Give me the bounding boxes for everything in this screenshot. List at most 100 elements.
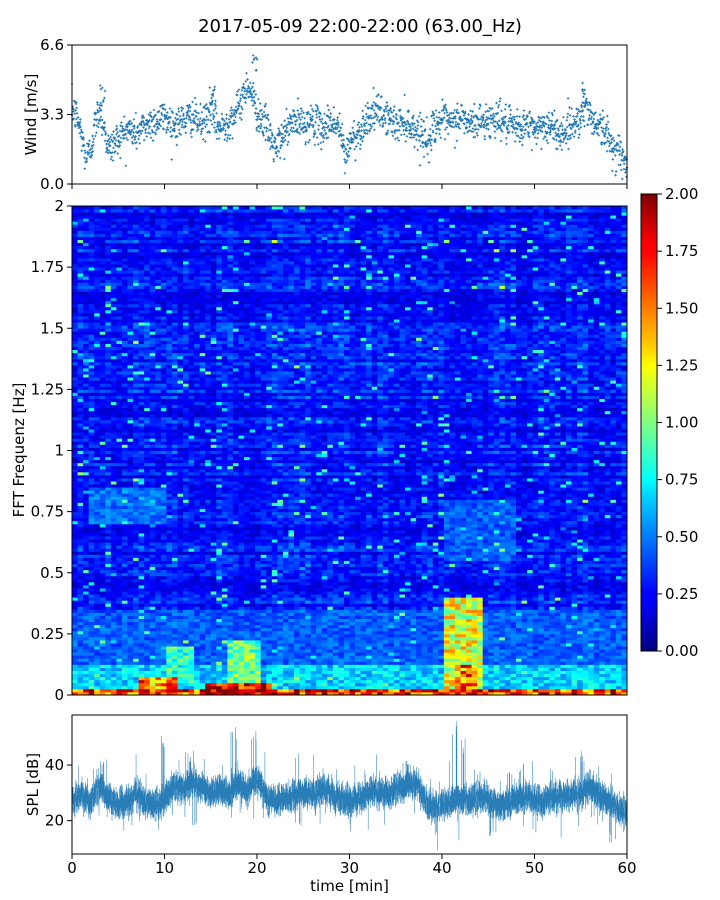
spectrogram-cell <box>77 630 84 635</box>
spectrogram-cell <box>604 676 611 681</box>
spectrogram-cell <box>88 551 95 555</box>
spectrogram-cell <box>571 545 578 549</box>
spectrogram-cell <box>133 572 139 577</box>
spectrogram-cell <box>305 609 312 613</box>
spectrogram-cell <box>121 603 128 607</box>
spectrogram-cell <box>327 612 334 616</box>
spectrogram-cell <box>516 664 522 668</box>
spectrogram-cell <box>294 624 300 629</box>
spectrogram-cell <box>249 661 256 665</box>
spectrogram-cell <box>366 624 373 629</box>
spectrogram-cell <box>332 609 339 613</box>
spectrogram-cell <box>588 578 595 583</box>
spectrogram-cell <box>72 627 78 632</box>
spectrogram-cell <box>343 578 350 583</box>
spectrogram-cell <box>427 542 434 546</box>
spectrogram-cell <box>216 691 223 696</box>
spectrogram-cell <box>94 612 101 616</box>
spectrogram-cell <box>194 563 201 568</box>
spectrogram-cell <box>327 685 334 690</box>
spectrogram-cell <box>133 679 139 684</box>
spectrogram-cell <box>449 649 456 653</box>
spectrogram-cell <box>294 667 300 671</box>
spectrogram-cell <box>427 557 434 561</box>
spectrogram-cell <box>371 542 378 546</box>
spectrogram-cell <box>582 600 589 604</box>
spectrogram-cell <box>171 563 178 568</box>
spectrogram-cell <box>560 584 567 589</box>
spectrogram-cell <box>527 655 534 659</box>
spectrogram-cell <box>216 664 223 668</box>
spectrogram-cell <box>266 652 273 656</box>
spectrogram-cell <box>327 658 334 662</box>
spectrogram-cell <box>271 594 278 598</box>
spectrogram-cell <box>538 578 545 583</box>
spectrogram-cell <box>599 575 606 580</box>
spectrogram-cell <box>238 578 245 583</box>
spectrogram-cell <box>493 658 500 662</box>
spectrogram-cell <box>255 566 262 571</box>
spectrogram-cell <box>554 667 561 671</box>
spectrogram-cell <box>299 655 306 659</box>
spectrogram-cell <box>105 612 112 616</box>
spectrogram-cell <box>393 691 400 696</box>
spectrogram-cell <box>282 545 289 549</box>
spectrogram-cell <box>149 649 156 653</box>
spectrogram-cell <box>160 624 167 629</box>
spectrogram-cell <box>288 624 295 629</box>
spectrogram-cell <box>205 563 212 568</box>
spectrogram-cell <box>282 606 289 610</box>
spectrogram-cell <box>99 569 106 574</box>
spectrogram-cell <box>488 563 495 568</box>
spectrogram-cell <box>271 578 278 583</box>
spectrogram-cell <box>305 542 312 546</box>
spectrogram-cell <box>349 572 356 577</box>
spectrogram-cell <box>110 688 117 693</box>
spectrogram-cell <box>183 649 189 653</box>
spectrogram-cell <box>477 615 484 619</box>
spectrogram-cell <box>227 588 234 592</box>
spectrogram-cell <box>160 566 167 571</box>
spectrogram-cell <box>571 548 578 552</box>
spectrogram-cell <box>427 639 434 644</box>
spectrogram-cell <box>299 633 306 638</box>
spectrogram-cell <box>510 630 517 635</box>
spectrogram-cell <box>349 600 356 604</box>
spectrogram-cell <box>510 581 517 586</box>
spectrogram-cell <box>144 670 151 675</box>
spectrogram-cell <box>210 563 217 568</box>
spectrogram-cell <box>377 609 384 613</box>
spectrogram-cell <box>144 612 151 616</box>
spectrogram-cell <box>599 560 606 564</box>
spectrogram-cell <box>266 639 273 644</box>
spectrogram-cell <box>593 603 600 607</box>
spectrogram-cell <box>183 612 189 616</box>
spectrogram-cell <box>260 594 267 598</box>
spectrogram-cell <box>133 624 139 629</box>
spectrogram-cell <box>521 578 528 583</box>
spectrogram-cell <box>527 615 534 619</box>
spectrogram-cell <box>388 548 395 552</box>
spectrogram-cell <box>382 569 389 574</box>
spectrogram-cell <box>504 569 511 574</box>
spectrogram-cell <box>543 679 550 684</box>
spectrogram-cell <box>288 572 295 577</box>
spectrogram-cell <box>255 542 262 546</box>
spectrogram-cell <box>216 688 223 693</box>
spectrogram-cell <box>255 563 262 568</box>
spectrogram-cell <box>521 691 528 696</box>
spectrogram-cell <box>282 664 289 668</box>
spectrogram-cell <box>160 621 167 626</box>
spectrogram-cell <box>321 661 328 665</box>
spectrogram-cell <box>615 578 622 583</box>
spectrogram-cell <box>210 682 217 687</box>
spectrogram-cell <box>460 554 467 558</box>
spectrogram-cell <box>138 609 145 613</box>
spectrogram-cell <box>271 664 278 668</box>
spectrogram-cell <box>171 612 178 616</box>
spectrogram-cell <box>260 606 267 610</box>
spectrogram-cell <box>171 643 178 647</box>
spectrogram-cell <box>482 646 489 650</box>
spectrogram-cell <box>72 588 78 592</box>
spectrogram-cell <box>338 685 345 690</box>
